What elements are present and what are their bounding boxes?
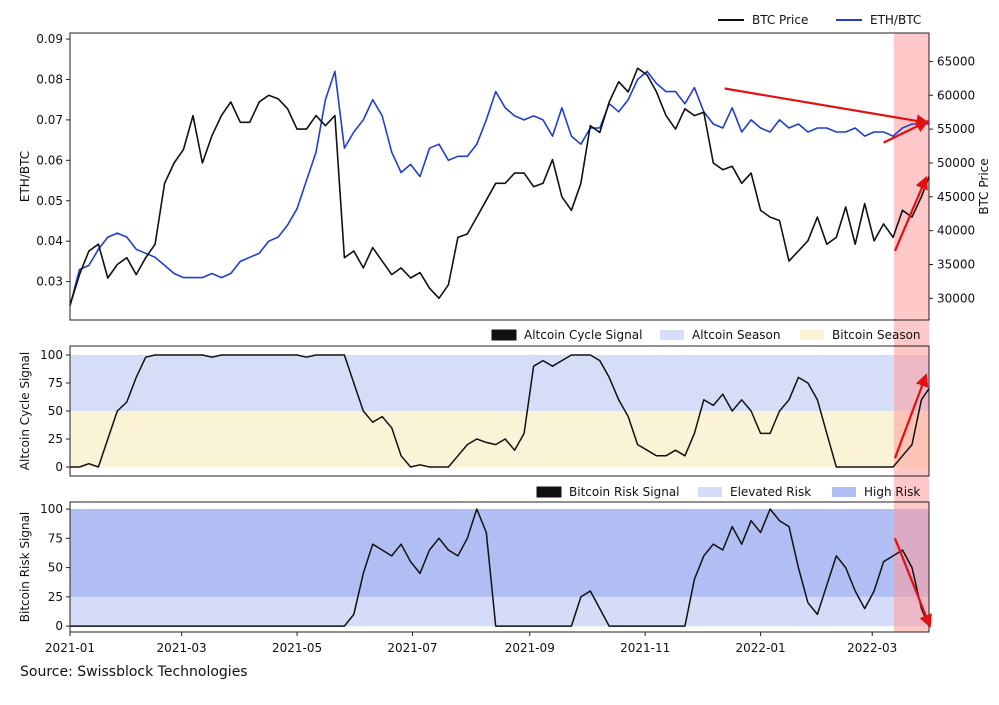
legend-high-risk-swatch (832, 487, 856, 497)
risk-axis-tick-label: 0 (55, 619, 63, 633)
eth-btc-axis-tick-label: 0.08 (36, 72, 63, 86)
btc-price-axis-tick-label: 55000 (937, 122, 975, 136)
btc-price-axis-tick-label: 65000 (937, 54, 975, 68)
eth-btc-axis-tick-label: 0.04 (36, 234, 63, 248)
legend-altcoin-season-swatch (660, 330, 684, 340)
ylabel-bitcoin-risk: Bitcoin Risk Signal (18, 512, 32, 623)
x-tick-label: 2021-09 (505, 641, 555, 655)
legend-altcoin-cycle-signal-swatch (491, 329, 517, 341)
x-tick-label: 2021-05 (272, 641, 322, 655)
legend-high-risk-label: High Risk (864, 485, 920, 499)
btc-price-axis-tick-label: 40000 (937, 224, 975, 238)
eth-btc-line (69, 70, 929, 307)
legend-bitcoin-season-swatch (800, 330, 824, 340)
risk-axis-tick-label: 50 (48, 561, 63, 575)
x-tick-label: 2021-07 (387, 641, 437, 655)
band-high-risk (70, 509, 929, 597)
risk-axis-tick-label: 25 (48, 590, 63, 604)
altcoin-axis-tick-label: 100 (40, 348, 63, 362)
legend-elevated-risk-label: Elevated Risk (730, 485, 811, 499)
annotation-arrow-top-2 (893, 175, 928, 252)
risk-axis-tick-label: 100 (40, 502, 63, 516)
x-tick-label: 2021-11 (620, 641, 670, 655)
ylabel-eth-btc: ETH/BTC (18, 151, 32, 202)
source-caption: Source: Swissblock Technologies (20, 664, 248, 680)
x-tick-label: 2022-03 (847, 641, 897, 655)
btc-price-axis-tick-label: 50000 (937, 156, 975, 170)
x-tick-label: 2022-01 (736, 641, 786, 655)
altcoin-axis-tick-label: 50 (48, 404, 63, 418)
legend-elevated-risk-swatch (698, 487, 722, 497)
altcoin-cycle-signal-line (70, 354, 930, 468)
legend-btc-price-label: BTC Price (752, 13, 808, 27)
altcoin-axis-tick-label: 25 (48, 432, 63, 446)
eth-btc-axis-tick-label: 0.03 (36, 275, 63, 289)
axes-frame-bot (69, 501, 930, 633)
x-tick-label: 2021-03 (157, 641, 207, 655)
band-bitcoin-season (70, 411, 929, 468)
legend-bitcoin-season-label: Bitcoin Season (832, 328, 921, 342)
bitcoin-risk-signal-line (70, 508, 930, 627)
altcoin-axis-tick-label: 75 (48, 376, 63, 390)
annotation-arrow-top-1 (883, 120, 930, 144)
btc-price-line (69, 67, 930, 306)
annotation-arrow-top-0 (724, 87, 930, 128)
legend-altcoin-season-label: Altcoin Season (692, 328, 781, 342)
btc-price-axis-tick-label: 35000 (937, 257, 975, 271)
x-tick-label: 2021-01 (45, 641, 95, 655)
eth-btc-axis-tick-label: 0.07 (36, 113, 63, 127)
legend-bitcoin-risk-signal-swatch (536, 486, 562, 498)
legend-eth-btc-label: ETH/BTC (870, 13, 921, 27)
btc-price-axis-tick-label: 60000 (937, 88, 975, 102)
legend-bitcoin-risk-signal-label: Bitcoin Risk Signal (569, 485, 680, 499)
highlight-window (894, 33, 929, 632)
btc-price-axis-tick-label: 45000 (937, 190, 975, 204)
eth-btc-axis-tick-label: 0.09 (36, 32, 63, 46)
ylabel-altcoin-cycle: Altcoin Cycle Signal (18, 352, 32, 470)
band-elevated-risk (70, 596, 929, 627)
eth-btc-axis-tick-label: 0.05 (36, 194, 63, 208)
ylabel-btc-price: BTC Price (977, 158, 991, 214)
risk-axis-tick-label: 75 (48, 531, 63, 545)
annotation-arrow-mid-0 (893, 373, 929, 459)
annotation-arrow-bot-0 (893, 537, 932, 628)
btc-price-axis-tick-label: 30000 (937, 291, 975, 305)
altcoin-axis-tick-label: 0 (55, 460, 63, 474)
axes-frame-top (69, 32, 930, 321)
eth-btc-axis-tick-label: 0.06 (36, 153, 63, 167)
band-altcoin-season (70, 354, 929, 411)
legend-altcoin-cycle-signal-label: Altcoin Cycle Signal (524, 328, 642, 342)
